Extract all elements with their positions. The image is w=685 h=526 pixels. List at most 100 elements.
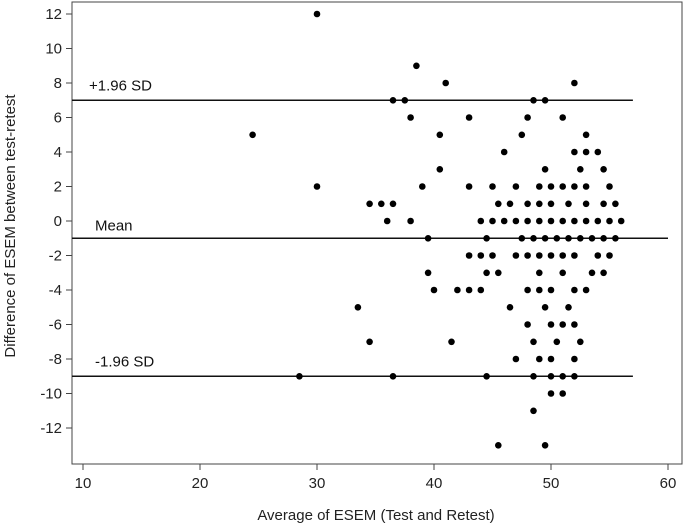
data-point bbox=[536, 183, 543, 190]
y-tick-label: 6 bbox=[54, 110, 62, 127]
y-tick-label: -12 bbox=[40, 420, 62, 437]
x-tick-label: 20 bbox=[192, 475, 209, 492]
data-point bbox=[530, 97, 537, 104]
data-point bbox=[541, 235, 549, 242]
data-point bbox=[424, 269, 432, 277]
y-tick-label: 10 bbox=[45, 41, 62, 58]
data-point bbox=[547, 355, 555, 363]
data-point bbox=[559, 252, 566, 259]
x-tick-label: 30 bbox=[309, 475, 326, 492]
data-point bbox=[571, 321, 578, 328]
data-point bbox=[571, 373, 578, 380]
data-point bbox=[495, 200, 502, 208]
y-tick-label: -4 bbox=[49, 282, 62, 299]
data-point bbox=[366, 200, 373, 208]
data-point bbox=[524, 200, 531, 208]
y-tick-label: 12 bbox=[45, 6, 62, 23]
data-point bbox=[383, 217, 391, 225]
data-point bbox=[594, 148, 602, 156]
y-tick-label: 4 bbox=[54, 144, 62, 161]
data-point bbox=[536, 286, 543, 294]
data-point bbox=[582, 286, 590, 294]
data-point bbox=[430, 286, 438, 294]
data-point bbox=[436, 166, 444, 173]
data-point bbox=[495, 442, 502, 449]
data-point bbox=[547, 183, 555, 190]
data-point bbox=[571, 252, 578, 259]
data-point bbox=[582, 217, 590, 225]
data-point bbox=[582, 131, 590, 139]
data-point bbox=[606, 252, 613, 259]
data-point bbox=[524, 252, 531, 259]
data-point bbox=[518, 131, 526, 139]
data-point bbox=[296, 373, 303, 380]
data-point bbox=[612, 235, 619, 242]
data-point bbox=[600, 200, 607, 208]
data-point bbox=[524, 286, 531, 294]
data-point bbox=[582, 200, 590, 208]
y-axis-title: Difference of ESEM between test-retest bbox=[2, 94, 19, 358]
data-point bbox=[313, 10, 321, 18]
data-point bbox=[530, 373, 537, 380]
y-axis-ticks: 12 10 8 6 4 2 0 -2 -4 -6 -8 -10 -12 bbox=[40, 6, 72, 437]
data-point bbox=[617, 217, 625, 225]
data-point bbox=[600, 269, 607, 277]
data-point bbox=[378, 200, 385, 208]
data-point bbox=[465, 286, 473, 294]
data-point bbox=[530, 407, 537, 415]
data-point bbox=[541, 166, 549, 173]
data-point bbox=[506, 200, 514, 208]
data-point bbox=[606, 183, 613, 190]
data-point bbox=[547, 373, 555, 380]
data-point bbox=[606, 217, 613, 225]
data-point bbox=[389, 200, 397, 208]
data-point bbox=[541, 304, 549, 311]
data-point bbox=[536, 200, 543, 208]
data-point bbox=[489, 217, 496, 225]
data-point bbox=[401, 97, 409, 104]
data-point bbox=[465, 183, 473, 190]
data-point bbox=[477, 217, 485, 225]
data-point bbox=[506, 304, 514, 311]
data-point bbox=[536, 355, 543, 363]
data-point bbox=[577, 235, 584, 242]
data-point bbox=[547, 390, 555, 397]
data-point bbox=[588, 235, 596, 242]
data-point bbox=[389, 97, 397, 104]
x-tick-label: 60 bbox=[660, 475, 677, 492]
data-point bbox=[448, 338, 455, 346]
y-tick-label: -6 bbox=[49, 317, 62, 334]
data-point bbox=[571, 217, 578, 225]
x-tick-label: 50 bbox=[543, 475, 560, 492]
data-point bbox=[565, 200, 572, 208]
data-point bbox=[547, 321, 555, 328]
data-point bbox=[582, 148, 590, 156]
y-tick-label: -2 bbox=[49, 248, 62, 265]
data-point bbox=[559, 114, 566, 121]
data-point bbox=[489, 252, 496, 259]
data-points bbox=[249, 10, 625, 449]
data-point bbox=[419, 183, 426, 190]
data-point bbox=[413, 62, 420, 70]
reference-line-label: -1.96 SD bbox=[95, 353, 154, 370]
data-point bbox=[465, 252, 473, 259]
data-point bbox=[594, 217, 602, 225]
data-point bbox=[547, 286, 555, 294]
y-tick-label: -8 bbox=[49, 351, 62, 368]
reference-line-label: Mean bbox=[95, 217, 133, 234]
data-point bbox=[454, 286, 461, 294]
data-point bbox=[407, 114, 414, 121]
data-point bbox=[571, 355, 578, 363]
data-point bbox=[553, 338, 561, 346]
data-point bbox=[436, 131, 444, 139]
data-point bbox=[541, 97, 549, 104]
reference-lines: +1.96 SD Mean -1.96 SD bbox=[72, 77, 668, 377]
data-point bbox=[547, 200, 555, 208]
data-point bbox=[547, 252, 555, 259]
data-point bbox=[518, 235, 526, 242]
data-point bbox=[477, 252, 485, 259]
data-point bbox=[313, 183, 321, 190]
data-point bbox=[559, 217, 566, 225]
data-point bbox=[582, 183, 590, 190]
